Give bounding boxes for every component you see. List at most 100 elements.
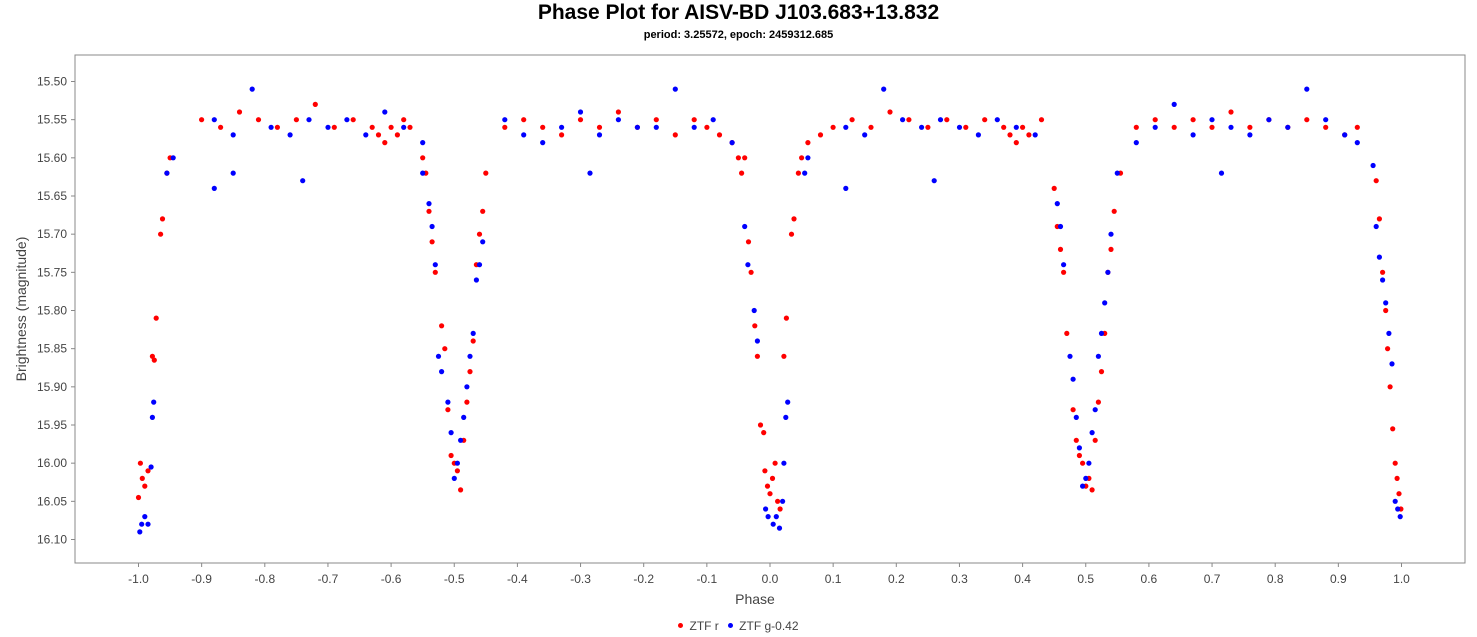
data-point-ztf-g bbox=[634, 124, 641, 130]
data-point-ztf-g bbox=[1032, 132, 1038, 138]
data-point-ztf-r bbox=[830, 124, 836, 130]
data-point-ztf-g bbox=[211, 185, 217, 191]
data-point-ztf-g bbox=[1376, 254, 1382, 260]
y-tick-label: 15.80 bbox=[37, 304, 67, 318]
y-tick-label: 15.65 bbox=[37, 189, 67, 203]
y-tick-label: 15.75 bbox=[37, 265, 67, 279]
data-point-ztf-r bbox=[426, 208, 432, 214]
data-point-ztf-g bbox=[751, 307, 757, 314]
data-point-ztf-r bbox=[742, 155, 748, 161]
data-point-ztf-g bbox=[382, 109, 388, 115]
data-point-ztf-g bbox=[587, 170, 593, 176]
data-point-ztf-r bbox=[350, 117, 356, 123]
data-point-ztf-r bbox=[464, 399, 470, 405]
data-point-ztf-r bbox=[293, 117, 299, 123]
x-tick-label: -0.8 bbox=[254, 572, 275, 586]
data-point-ztf-g bbox=[164, 170, 170, 176]
data-point-ztf-r bbox=[615, 109, 622, 115]
data-point-ztf-r bbox=[142, 483, 148, 489]
data-point-ztf-g bbox=[763, 506, 769, 512]
x-tick-label: 1.0 bbox=[1393, 572, 1410, 586]
data-point-ztf-r bbox=[716, 132, 723, 138]
y-tick-label: 15.90 bbox=[37, 380, 67, 394]
data-point-ztf-r bbox=[521, 117, 527, 123]
data-point-ztf-g bbox=[139, 521, 145, 527]
x-tick-label: 0.4 bbox=[1014, 572, 1031, 586]
x-tick-label: 0.0 bbox=[762, 572, 779, 586]
data-point-ztf-r bbox=[761, 430, 767, 436]
data-point-ztf-r bbox=[1304, 117, 1310, 123]
data-point-ztf-r bbox=[502, 124, 508, 130]
data-point-ztf-g bbox=[306, 117, 312, 123]
data-point-ztf-r bbox=[382, 140, 388, 146]
data-point-ztf-g bbox=[1092, 407, 1098, 413]
data-point-ztf-g bbox=[843, 124, 849, 130]
data-point-ztf-r bbox=[772, 460, 778, 466]
data-point-ztf-r bbox=[388, 124, 394, 130]
data-point-ztf-g bbox=[773, 514, 779, 520]
data-point-ztf-g bbox=[802, 170, 808, 176]
data-point-ztf-g bbox=[1218, 170, 1225, 176]
data-point-ztf-g bbox=[540, 140, 546, 146]
data-point-ztf-g bbox=[230, 170, 236, 176]
data-point-ztf-g bbox=[432, 262, 438, 268]
data-point-ztf-g bbox=[1373, 223, 1379, 230]
data-point-ztf-r bbox=[139, 475, 145, 481]
y-tick-label: 15.50 bbox=[37, 75, 67, 89]
data-point-ztf-g bbox=[975, 132, 982, 138]
data-point-ztf-r bbox=[1190, 117, 1196, 123]
data-point-ztf-g bbox=[691, 124, 697, 130]
data-point-ztf-g bbox=[770, 521, 776, 527]
data-point-ztf-g bbox=[458, 437, 464, 443]
data-point-ztf-r bbox=[151, 357, 157, 363]
y-tick-label: 15.60 bbox=[37, 151, 67, 165]
data-point-ztf-r bbox=[199, 117, 205, 123]
y-tick-label: 15.85 bbox=[37, 342, 67, 356]
data-point-ztf-g bbox=[363, 132, 369, 138]
data-point-ztf-r bbox=[1073, 437, 1079, 443]
data-point-ztf-r bbox=[458, 487, 464, 493]
data-point-ztf-r bbox=[442, 346, 448, 352]
data-point-ztf-r bbox=[135, 494, 142, 501]
data-point-ztf-r bbox=[868, 124, 874, 130]
data-point-ztf-g bbox=[476, 262, 483, 268]
data-point-ztf-g bbox=[1392, 498, 1398, 504]
data-point-ztf-r bbox=[791, 216, 797, 222]
data-point-ztf-r bbox=[739, 170, 745, 176]
y-tick-label: 15.95 bbox=[37, 418, 67, 432]
data-point-ztf-g bbox=[1073, 414, 1079, 420]
data-point-ztf-r bbox=[963, 124, 969, 130]
data-point-ztf-g bbox=[1089, 430, 1095, 436]
data-point-ztf-r bbox=[944, 117, 950, 123]
data-point-ztf-g bbox=[451, 475, 457, 481]
data-point-ztf-r bbox=[1001, 124, 1007, 130]
data-point-ztf-g bbox=[900, 117, 906, 123]
data-point-ztf-r bbox=[762, 468, 768, 474]
data-point-ztf-r bbox=[769, 475, 776, 481]
data-point-ztf-r bbox=[236, 109, 243, 115]
data-point-ztf-g bbox=[1095, 353, 1101, 359]
x-tick-label: -0.7 bbox=[318, 572, 339, 586]
data-point-ztf-g bbox=[429, 223, 435, 230]
data-point-ztf-g bbox=[287, 132, 293, 138]
data-point-ztf-g bbox=[931, 178, 937, 184]
data-point-ztf-r bbox=[1020, 124, 1026, 130]
data-point-ztf-g bbox=[1228, 124, 1234, 130]
y-tick-label: 16.00 bbox=[37, 456, 67, 470]
data-point-ztf-r bbox=[331, 124, 337, 130]
data-point-ztf-r bbox=[1089, 487, 1095, 493]
y-tick-label: 16.05 bbox=[37, 494, 67, 508]
data-point-ztf-r bbox=[1070, 407, 1076, 413]
data-point-ztf-g bbox=[401, 124, 407, 130]
data-point-ztf-r bbox=[420, 155, 426, 161]
data-point-ztf-r bbox=[1387, 384, 1393, 390]
data-point-ztf-g bbox=[672, 86, 678, 92]
data-point-ztf-r bbox=[1051, 185, 1057, 191]
data-point-ztf-g bbox=[1102, 300, 1108, 306]
data-point-ztf-g bbox=[805, 155, 811, 161]
data-point-ztf-g bbox=[1070, 376, 1076, 382]
data-point-ztf-g bbox=[1209, 117, 1215, 123]
data-point-ztf-g bbox=[502, 117, 508, 123]
data-point-ztf-g bbox=[1389, 361, 1395, 367]
data-point-ztf-r bbox=[754, 353, 761, 359]
